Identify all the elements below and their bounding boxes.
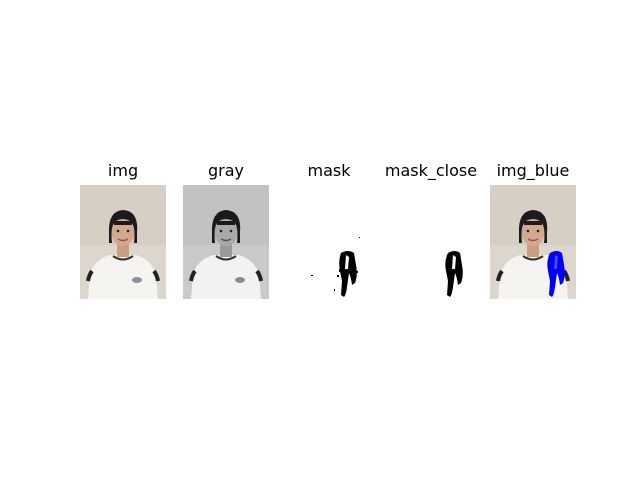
photo-grayscale (183, 185, 269, 299)
panel-title: img (107, 161, 139, 180)
mask-close-image (388, 185, 474, 299)
panel-title: mask (307, 161, 351, 180)
panel-title: gray (207, 161, 244, 180)
photo-color (80, 185, 166, 299)
photo-blue-overlay (490, 185, 576, 299)
mask-image (286, 185, 372, 299)
panel-title: mask_close (384, 161, 478, 180)
panel-title: img_blue (496, 161, 570, 180)
